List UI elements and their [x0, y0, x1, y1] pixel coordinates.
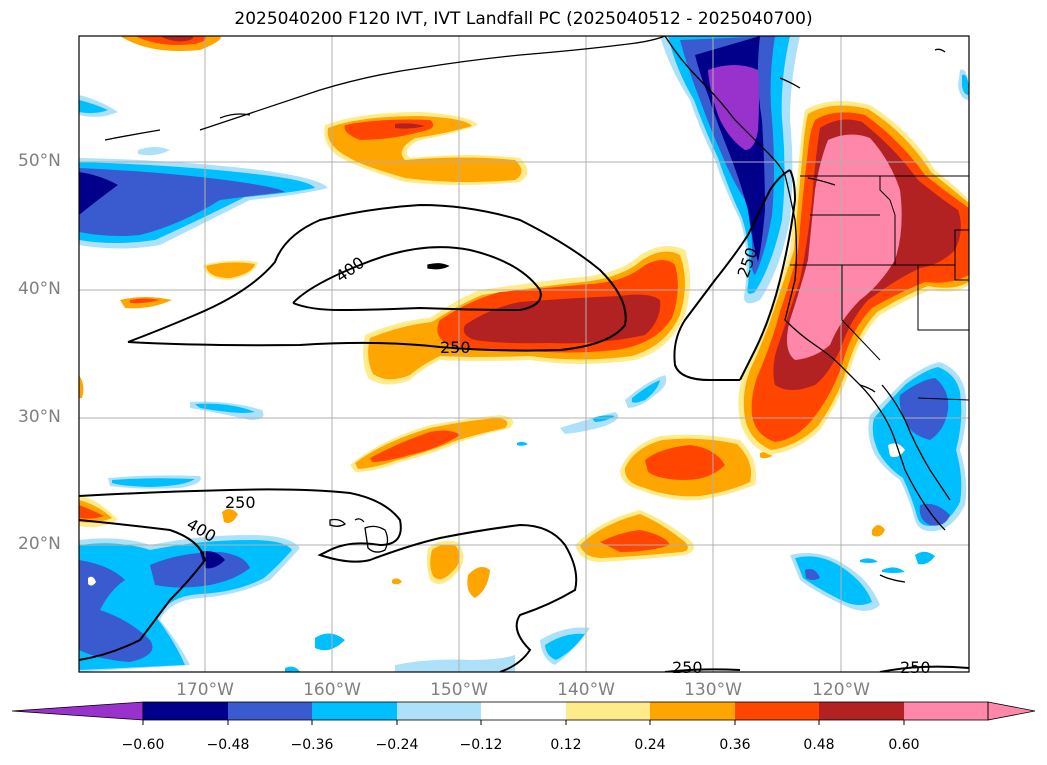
colorbar-tick-label: −0.12 — [459, 737, 503, 753]
colorbar-tick-label: 0.48 — [803, 737, 835, 753]
lat-label-40n: 40°N — [18, 279, 61, 299]
colorbar-tick-label: 0.60 — [888, 737, 920, 753]
colorbar-tick-label: −0.60 — [121, 737, 165, 753]
state-borders — [790, 175, 969, 401]
lat-label-20n: 20°N — [18, 534, 61, 554]
lon-label-160w: 160°W — [303, 680, 361, 700]
contour-label-400-top: 400 — [332, 253, 368, 286]
colorbar — [11, 701, 1036, 725]
map-title: 2025040200 F120 IVT, IVT Landfall PC (20… — [234, 9, 813, 29]
grid-lines — [79, 36, 969, 672]
colorbar-tick-label: 0.24 — [634, 737, 666, 753]
lon-label-150w: 150°W — [430, 680, 488, 700]
coastlines — [104, 36, 951, 583]
lat-label-30n: 30°N — [18, 407, 61, 427]
colorbar-tick-label: 0.36 — [719, 737, 751, 753]
colorbar-tick-label: −0.36 — [290, 737, 334, 753]
lon-label-130w: 130°W — [684, 680, 742, 700]
ivt-contours — [79, 169, 969, 672]
lon-label-120w: 120°W — [812, 680, 870, 700]
contour-label-250-center: 250 — [440, 338, 471, 357]
lon-label-140w: 140°W — [557, 680, 615, 700]
colorbar-tick-label: −0.48 — [206, 737, 250, 753]
colorbar-tick-label: 0.12 — [550, 737, 582, 753]
contour-label-250-bottom: 250 — [672, 658, 703, 677]
ivt-shading — [79, 36, 969, 672]
colorbar-tick-label: −0.24 — [375, 737, 419, 753]
lon-label-170w: 170°W — [176, 680, 234, 700]
map-frame — [78, 35, 970, 673]
contour-label-250-bottom-right: 250 — [900, 658, 931, 677]
lat-label-50n: 50°N — [18, 151, 61, 171]
contour-label-250-lower-left: 250 — [225, 493, 256, 512]
